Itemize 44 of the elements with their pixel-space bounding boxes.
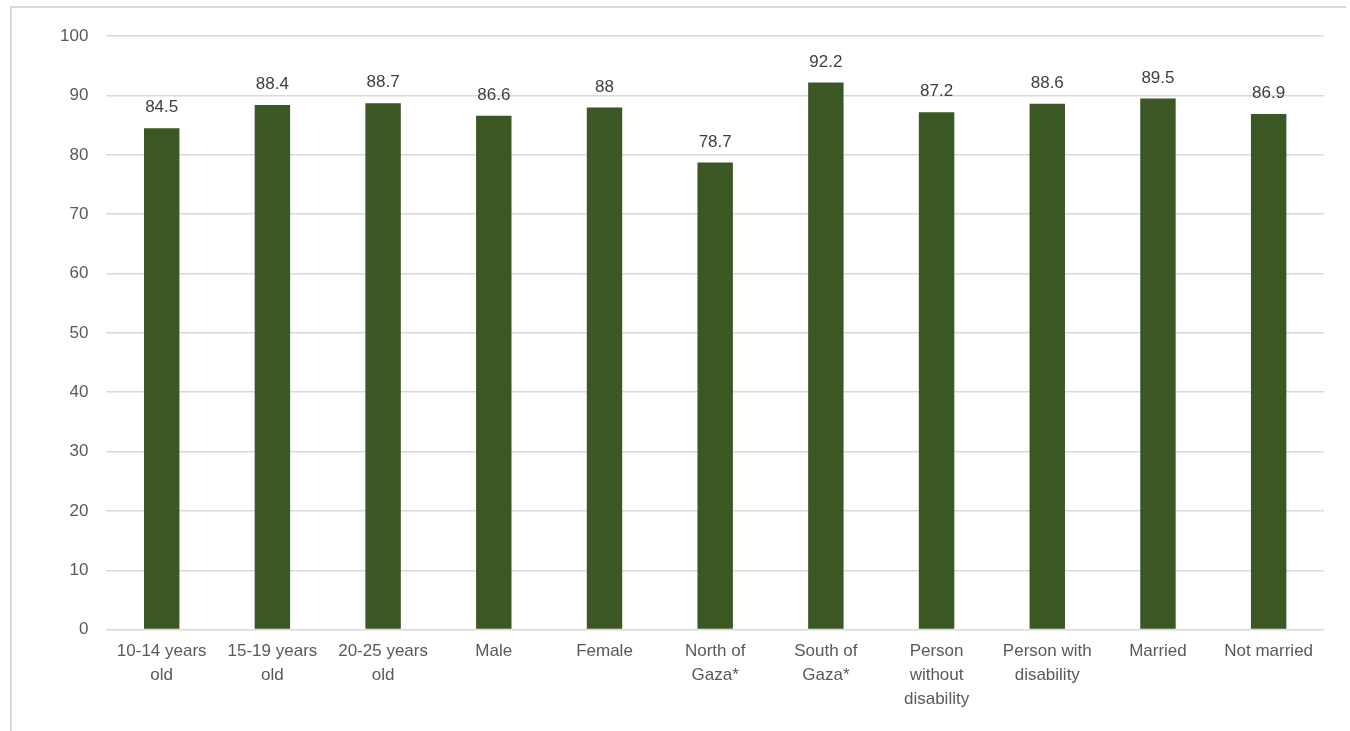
x-tick-label: North of Gaza* — [684, 641, 746, 684]
bar — [476, 115, 512, 629]
data-label: 84.5 — [145, 97, 179, 117]
y-tick-label: 20 — [69, 500, 89, 520]
bar — [1140, 98, 1176, 629]
x-tick-label: Female — [576, 641, 633, 661]
y-tick-label: 80 — [69, 144, 89, 164]
data-label: 88 — [595, 76, 614, 96]
y-tick-label: 40 — [69, 381, 89, 401]
y-tick-label: 0 — [78, 619, 89, 639]
y-tick-label: 100 — [59, 25, 89, 45]
bar — [586, 107, 623, 629]
x-tick-label: Person with disability — [1002, 641, 1092, 684]
data-label: 86.6 — [477, 84, 511, 104]
data-label: 88.4 — [255, 74, 289, 94]
y-tick-label: 90 — [69, 85, 89, 105]
y-tick-label: 50 — [69, 322, 89, 342]
x-tick-label: Married — [1129, 641, 1187, 661]
data-label: 87.2 — [920, 81, 954, 101]
bar — [808, 82, 844, 629]
data-label: 78.7 — [698, 131, 732, 151]
bar — [1029, 103, 1065, 629]
bar — [918, 112, 955, 629]
bar — [254, 105, 291, 629]
y-tick-label: 60 — [69, 263, 89, 283]
bar — [1250, 113, 1287, 629]
data-label: 88.6 — [1030, 73, 1064, 93]
x-tick-label: Not married — [1224, 641, 1314, 661]
x-tick-label: 10-14 years old — [116, 641, 207, 684]
data-label: 89.5 — [1141, 67, 1175, 87]
data-label: 86.9 — [1252, 83, 1286, 103]
y-tick-label: 30 — [69, 441, 89, 461]
x-tick-label: Person without disability — [903, 641, 970, 708]
bar — [365, 103, 401, 629]
x-tick-label: 20-25 years old — [338, 641, 428, 684]
y-tick-label: 10 — [69, 559, 89, 579]
bar — [697, 162, 733, 629]
x-tick-label: Male — [475, 641, 513, 661]
data-label: 88.7 — [366, 72, 400, 92]
x-tick-label: 15-19 years old — [227, 641, 318, 684]
data-label: 92.2 — [809, 51, 843, 71]
x-tick-label: South of Gaza* — [794, 641, 858, 684]
y-tick-label: 70 — [69, 203, 89, 223]
bar — [144, 128, 180, 629]
